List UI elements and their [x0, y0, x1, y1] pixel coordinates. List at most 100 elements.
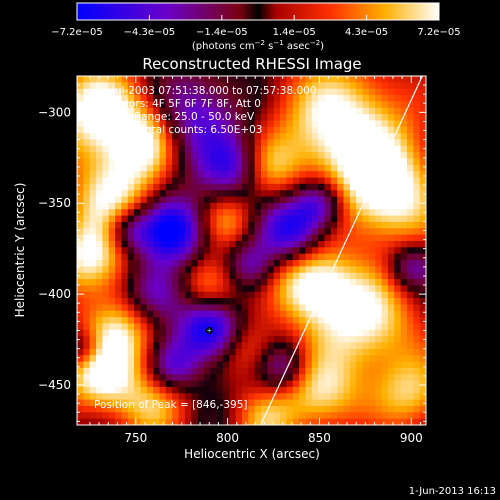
- heatmap-cell: [83, 329, 91, 337]
- heatmap-cell: [216, 374, 224, 382]
- heatmap-cell: [108, 114, 116, 122]
- heatmap-cell: [267, 152, 275, 160]
- heatmap-cell: [343, 240, 351, 248]
- heatmap-cell: [267, 323, 275, 331]
- heatmap-cell: [102, 88, 110, 96]
- heatmap-cell: [216, 418, 224, 425]
- heatmap-cell: [343, 342, 351, 350]
- heatmap-cell: [134, 279, 142, 286]
- heatmap-cell: [292, 405, 300, 413]
- heatmap-cell: [241, 367, 249, 375]
- heatmap-cell: [381, 95, 389, 102]
- heatmap-cell: [121, 348, 129, 356]
- heatmap-cell: [387, 158, 395, 166]
- heatmap-cell: [337, 260, 345, 267]
- heatmap-cell: [191, 247, 199, 255]
- heatmap-cell: [337, 342, 345, 350]
- heatmap-cell: [299, 209, 307, 217]
- heatmap-cell: [178, 164, 186, 172]
- heatmap-cell: [121, 399, 129, 407]
- heatmap-cell: [108, 399, 116, 407]
- heatmap-cell: [311, 247, 319, 255]
- heatmap-cell: [318, 367, 326, 375]
- heatmap-cell: [83, 279, 91, 286]
- heatmap-cell: [273, 253, 281, 261]
- heatmap-cell: [197, 107, 205, 115]
- heatmap-cell: [343, 317, 351, 325]
- heatmap-cell: [280, 323, 287, 331]
- heatmap-cell: [146, 101, 154, 109]
- heatmap-cell: [222, 145, 230, 153]
- heatmap-cell: [299, 177, 307, 185]
- heatmap-cell: [96, 133, 103, 141]
- heatmap-cell: [381, 348, 389, 356]
- heatmap-cell: [273, 95, 281, 102]
- heatmap-cell: [77, 399, 84, 407]
- heatmap-cell: [273, 152, 281, 160]
- heatmap-cell: [102, 171, 110, 179]
- heatmap-cell: [254, 95, 262, 102]
- heatmap-cell: [311, 133, 319, 141]
- heatmap-cell: [153, 329, 161, 337]
- heatmap-cell: [115, 253, 123, 261]
- heatmap-cell: [197, 240, 205, 248]
- heatmap-cell: [273, 361, 281, 369]
- heatmap-cell: [102, 139, 110, 147]
- heatmap-cell: [419, 374, 426, 382]
- heatmap-cell: [280, 393, 287, 401]
- heatmap-cell: [419, 393, 426, 401]
- heatmap-cell: [178, 279, 186, 286]
- heatmap-cell: [172, 202, 180, 210]
- heatmap-cell: [121, 126, 129, 134]
- heatmap-cell: [305, 266, 313, 274]
- heatmap-cell: [121, 183, 129, 191]
- heatmap-cell: [153, 107, 161, 115]
- heatmap-cell: [96, 298, 103, 306]
- heatmap-cell: [305, 215, 313, 223]
- heatmap-cell: [127, 221, 135, 229]
- heatmap-cell: [89, 82, 97, 90]
- heatmap-cell: [216, 266, 224, 274]
- heatmap-cell: [280, 367, 287, 375]
- heatmap-cell: [89, 253, 97, 261]
- heatmap-cell: [127, 183, 135, 191]
- heatmap-cell: [197, 133, 205, 141]
- heatmap-cell: [286, 152, 294, 160]
- heatmap-cell: [362, 101, 370, 109]
- heatmap-cell: [368, 405, 376, 413]
- heatmap-cell: [248, 310, 256, 318]
- heatmap-cell: [387, 380, 395, 388]
- heatmap-cell: [406, 177, 414, 185]
- heatmap-cell: [406, 348, 414, 356]
- heatmap-cell: [108, 107, 116, 115]
- heatmap-cell: [387, 272, 395, 280]
- heatmap-cell: [394, 355, 402, 363]
- heatmap-cell: [229, 304, 237, 312]
- heatmap-cell: [330, 405, 338, 413]
- heatmap-cell: [216, 285, 224, 293]
- heatmap-cell: [406, 329, 414, 337]
- heatmap-cell: [229, 183, 237, 191]
- heatmap-cell: [330, 82, 338, 90]
- heatmap-cell: [127, 202, 135, 210]
- heatmap-cell: [273, 215, 281, 223]
- heatmap-cell: [299, 145, 307, 153]
- heatmap-cell: [330, 323, 338, 331]
- heatmap-cell: [140, 190, 148, 198]
- heatmap-cell: [324, 190, 332, 198]
- heatmap-cell: [387, 126, 395, 134]
- heatmap-cell: [406, 145, 414, 153]
- heatmap-cell: [235, 247, 243, 255]
- heatmap-cell: [89, 355, 97, 363]
- heatmap-cell: [406, 120, 414, 128]
- heatmap-cell: [318, 260, 326, 267]
- heatmap-cell: [292, 209, 300, 217]
- heatmap-cell: [375, 399, 383, 407]
- heatmap-cell: [108, 221, 116, 229]
- heatmap-cell: [108, 386, 116, 394]
- heatmap-cell: [178, 342, 186, 350]
- heatmap-cell: [159, 234, 167, 242]
- heatmap-cell: [254, 101, 262, 109]
- heatmap-cell: [102, 234, 110, 242]
- heatmap-cell: [165, 114, 173, 122]
